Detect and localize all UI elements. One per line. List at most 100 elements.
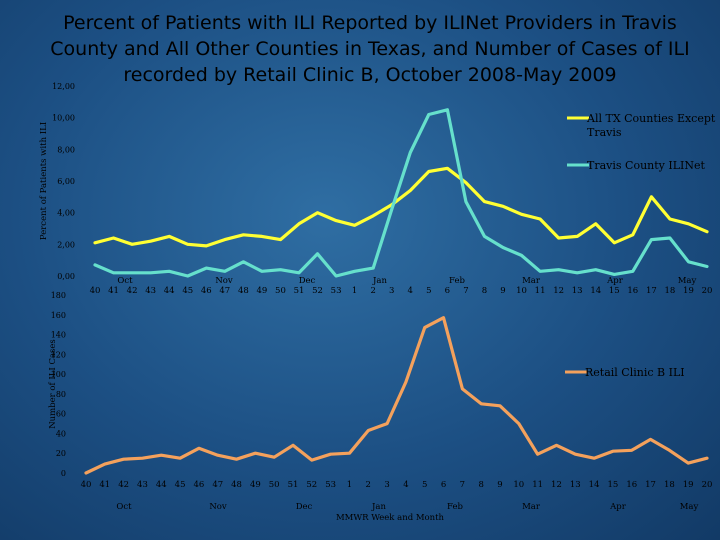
- y-tick-label: 4,00: [57, 209, 75, 218]
- x-tick-label: 7: [460, 480, 465, 490]
- x-tick-label: 6: [441, 480, 446, 490]
- y-tick-label: 140: [51, 331, 66, 340]
- x-tick-label: 41: [99, 480, 110, 490]
- x-tick-label: 2: [366, 480, 371, 490]
- month-label: Apr: [609, 502, 627, 512]
- x-tick-label: 49: [250, 480, 261, 490]
- x-tick-label: 11: [535, 286, 546, 296]
- x-tick-label: 9: [500, 286, 505, 296]
- x-tick-label: 50: [275, 286, 286, 296]
- x-tick-label: 7: [463, 286, 468, 296]
- x-tick-label: 48: [231, 480, 242, 490]
- month-label: Apr: [606, 276, 624, 286]
- month-label: Dec: [296, 502, 313, 512]
- month-label: Jan: [371, 502, 386, 512]
- x-tick-label: 3: [384, 480, 389, 490]
- legend-label: All TX Counties Except: [586, 112, 716, 125]
- x-tick-label: 1: [352, 286, 357, 296]
- y-tick-label: 20: [56, 449, 66, 458]
- x-tick-label: 5: [426, 286, 431, 296]
- x-tick-label: 41: [108, 286, 119, 296]
- y-tick-label: 0: [61, 469, 66, 478]
- x-tick-label: 20: [702, 286, 713, 296]
- month-label: May: [680, 502, 699, 512]
- x-tick-label: 18: [664, 480, 675, 490]
- x-tick-label: 17: [645, 480, 656, 490]
- y-tick-label: 12,00: [52, 82, 75, 91]
- legend-label: Travis: [587, 126, 622, 139]
- y-tick-label: 6,00: [57, 177, 75, 186]
- series-line: [86, 318, 707, 473]
- x-tick-label: 45: [175, 480, 186, 490]
- x-tick-label: 42: [118, 480, 129, 490]
- x-tick-label: 47: [219, 286, 230, 296]
- x-tick-label: 40: [81, 480, 92, 490]
- x-tick-label: 1: [347, 480, 352, 490]
- x-tick-label: 6: [445, 286, 450, 296]
- x-tick-label: 51: [288, 480, 299, 490]
- x-tick-label: 45: [182, 286, 193, 296]
- y-tick-label: 8,00: [57, 145, 75, 154]
- x-tick-label: 52: [312, 286, 323, 296]
- x-tick-label: 42: [127, 286, 138, 296]
- x-tick-label: 12: [553, 286, 564, 296]
- x-tick-label: 51: [294, 286, 305, 296]
- month-label: Oct: [117, 276, 133, 286]
- x-tick-label: 48: [238, 286, 249, 296]
- x-tick-label: 13: [570, 480, 581, 490]
- y-tick-label: 10,00: [52, 114, 75, 123]
- x-tick-label: 53: [331, 286, 342, 296]
- x-tick-label: 13: [572, 286, 583, 296]
- x-tick-label: 44: [164, 286, 175, 296]
- x-tick-label: 17: [646, 286, 657, 296]
- x-tick-label: 40: [90, 286, 101, 296]
- x-tick-label: 14: [589, 480, 600, 490]
- x-tick-label: 47: [212, 480, 223, 490]
- month-label: Nov: [209, 502, 227, 512]
- x-tick-label: 4: [408, 286, 413, 296]
- x-tick-label: 19: [683, 480, 694, 490]
- y-axis-label: Percent of Patients with ILI: [39, 122, 49, 240]
- x-tick-label: 43: [137, 480, 148, 490]
- legend-label: Travis County ILINet: [587, 159, 705, 172]
- y-tick-label: 40: [56, 429, 66, 438]
- month-label: Mar: [522, 276, 541, 286]
- month-label: Feb: [449, 276, 465, 286]
- month-label: Feb: [447, 502, 463, 512]
- x-tick-label: 43: [145, 286, 156, 296]
- y-tick-label: 180: [51, 291, 66, 300]
- month-label: Oct: [116, 502, 132, 512]
- x-tick-label: 16: [626, 480, 637, 490]
- x-tick-label: 5: [422, 480, 427, 490]
- x-tick-label: 19: [683, 286, 694, 296]
- x-tick-label: 15: [607, 480, 618, 490]
- y-tick-label: 160: [51, 311, 66, 320]
- month-label: Jan: [372, 276, 387, 286]
- x-tick-label: 53: [325, 480, 336, 490]
- x-tick-label: 9: [497, 480, 502, 490]
- x-tick-label: 11: [532, 480, 543, 490]
- y-tick-label: 2,00: [57, 240, 75, 249]
- x-tick-label: 50: [269, 480, 280, 490]
- x-tick-label: 16: [627, 286, 638, 296]
- y-axis-label: Number of ILI Cases: [48, 339, 58, 429]
- x-tick-label: 3: [389, 286, 394, 296]
- x-tick-label: 14: [590, 286, 601, 296]
- x-tick-label: 8: [478, 480, 483, 490]
- x-tick-label: 44: [156, 480, 167, 490]
- month-label: May: [678, 276, 697, 286]
- x-tick-label: 46: [201, 286, 212, 296]
- x-tick-label: 12: [551, 480, 562, 490]
- x-tick-label: 52: [306, 480, 317, 490]
- y-tick-label: 0,00: [57, 272, 75, 281]
- x-tick-label: 8: [482, 286, 487, 296]
- x-axis-label: MMWR Week and Month: [336, 513, 445, 523]
- x-tick-label: 20: [702, 480, 713, 490]
- month-label: Dec: [299, 276, 316, 286]
- x-tick-label: 46: [193, 480, 204, 490]
- x-tick-label: 49: [256, 286, 267, 296]
- x-tick-label: 10: [516, 286, 527, 296]
- x-tick-label: 15: [609, 286, 620, 296]
- x-tick-label: 4: [403, 480, 408, 490]
